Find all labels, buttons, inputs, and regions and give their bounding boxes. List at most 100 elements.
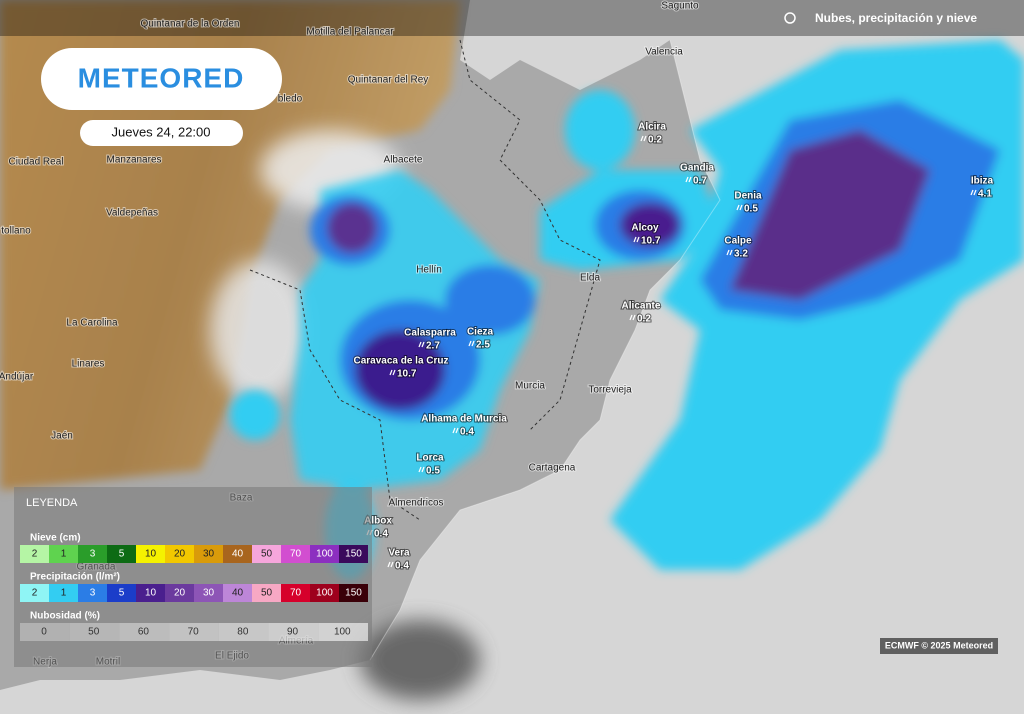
- snow-swatch: [49, 545, 78, 563]
- rain-icon: [418, 341, 425, 348]
- clouds-swatch: [69, 623, 120, 641]
- precip-value: 0.2: [637, 314, 651, 325]
- rain-tick: 100: [316, 588, 333, 599]
- precip-value: 10.7: [641, 236, 661, 247]
- rain-tick: 10: [145, 588, 157, 599]
- snow-tick: 5: [119, 549, 125, 560]
- rain-icon: [452, 427, 459, 434]
- clouds: [210, 130, 480, 700]
- rain-tick: 40: [232, 588, 244, 599]
- clouds-tick: 70: [188, 627, 200, 638]
- logo-pill: [41, 48, 282, 110]
- labels: Quintanar de la Orden Sagunto Motilla del …: [0, 0, 995, 669]
- rain-tick: 30: [203, 588, 215, 599]
- rain-tick: 50: [261, 588, 273, 599]
- city-label: Murcia: [515, 381, 545, 392]
- precip-value: 0.5: [426, 466, 440, 477]
- place-name: Calasparra: [404, 328, 456, 339]
- rain-swatch: [165, 584, 194, 602]
- rain-swatch: [310, 584, 339, 602]
- city-label: Torrevieja: [588, 385, 632, 396]
- clouds-tick: 50: [88, 627, 100, 638]
- rain-swatch: [252, 584, 281, 602]
- snow-tick: 10: [145, 549, 157, 560]
- place-name: Alcira: [638, 122, 666, 133]
- rain-icon: [629, 314, 636, 321]
- rain-tick: 5: [119, 588, 125, 599]
- city-label: Quintanar de la Orden: [141, 19, 240, 30]
- city-label: Quintanar del Rey: [348, 75, 429, 86]
- layer-title[interactable]: Nubes, precipitación y nieve: [815, 11, 977, 25]
- date[interactable]: Jueves 24, 22:00: [111, 124, 210, 139]
- rain-icon: [726, 249, 733, 256]
- rain-swatch: [78, 584, 107, 602]
- clouds-tick: 80: [237, 627, 249, 638]
- precipitation: [230, 40, 1024, 580]
- rain-icon: [418, 466, 425, 473]
- city-label: Linares: [72, 359, 105, 370]
- rain-swatch: [20, 584, 49, 602]
- legend-scales: 2 1 3 5 10 20 30 40 50 70 100 150 2 1 3 5 10 20 30 40 50 70 10…: [20, 545, 368, 641]
- place-name: Alcoy: [631, 223, 659, 234]
- region-borders: [249, 39, 601, 521]
- logo: METEORED: [78, 62, 245, 93]
- snow-swatch: [223, 545, 252, 563]
- rain-swatch: [339, 584, 368, 602]
- clouds-swatch: [119, 623, 170, 641]
- date-pill: [80, 120, 243, 146]
- precip-value: 0.2: [648, 135, 662, 146]
- snow-swatch: [136, 545, 165, 563]
- rain-swatch: [49, 584, 78, 602]
- clouds-tick: 60: [138, 627, 150, 638]
- rain-swatch: [107, 584, 136, 602]
- clouds-title: Nubosidad (%): [30, 611, 100, 622]
- rain-tick: 2: [32, 588, 38, 599]
- place-name: Vera: [388, 548, 410, 559]
- clouds-swatch: [218, 623, 269, 641]
- rain-swatch: [194, 584, 223, 602]
- precip-value: 0.4: [374, 529, 388, 540]
- place-name: Calpe: [724, 236, 752, 247]
- snow-swatch: [194, 545, 223, 563]
- place-name: Denia: [734, 191, 762, 202]
- precip-value: 0.4: [460, 427, 474, 438]
- clouds-swatch: [268, 623, 319, 641]
- snow-tick: 100: [316, 549, 333, 560]
- snow-tick: 70: [290, 549, 302, 560]
- city-label: Almendricos: [388, 498, 443, 509]
- city-label: Manzanares: [106, 155, 161, 166]
- legend-title: LEYENDA: [26, 497, 78, 509]
- city-label: Ciudad Real: [8, 157, 63, 168]
- place-name: Alicante: [622, 301, 661, 312]
- snow-title: Nieve (cm): [30, 533, 81, 544]
- place-name: Gandia: [680, 163, 714, 174]
- city-label: Sagunto: [661, 1, 699, 12]
- city-label: bledo: [278, 94, 303, 105]
- snow-swatch: [281, 545, 310, 563]
- clouds-swatch: [20, 623, 70, 641]
- precip-value: 2.5: [476, 340, 490, 351]
- clouds-tick: 90: [287, 627, 299, 638]
- rain-tick: 70: [290, 588, 302, 599]
- place-name: Lorca: [416, 453, 444, 464]
- place-name: Ibiza: [971, 176, 994, 187]
- rain-tick: 3: [90, 588, 96, 599]
- credit-bg: [880, 638, 998, 654]
- precip-value: 3.2: [734, 249, 748, 260]
- snow-tick: 2: [32, 549, 38, 560]
- snow-tick: 150: [345, 549, 362, 560]
- snow-swatch: [339, 545, 368, 563]
- precip-value: 0.4: [395, 561, 409, 572]
- credit: ECMWF © 2025 Meteored: [885, 640, 993, 650]
- snow-tick: 20: [174, 549, 186, 560]
- snow-swatch: [107, 545, 136, 563]
- rain-swatch: [136, 584, 165, 602]
- snow-swatch: [78, 545, 107, 563]
- city-label: Jaén: [51, 431, 73, 442]
- rain-icon: [633, 236, 640, 243]
- snow-tick: 30: [203, 549, 215, 560]
- rain-tick: 1: [61, 588, 67, 599]
- clouds-tick: 100: [334, 627, 351, 638]
- rain-icon: [389, 369, 396, 376]
